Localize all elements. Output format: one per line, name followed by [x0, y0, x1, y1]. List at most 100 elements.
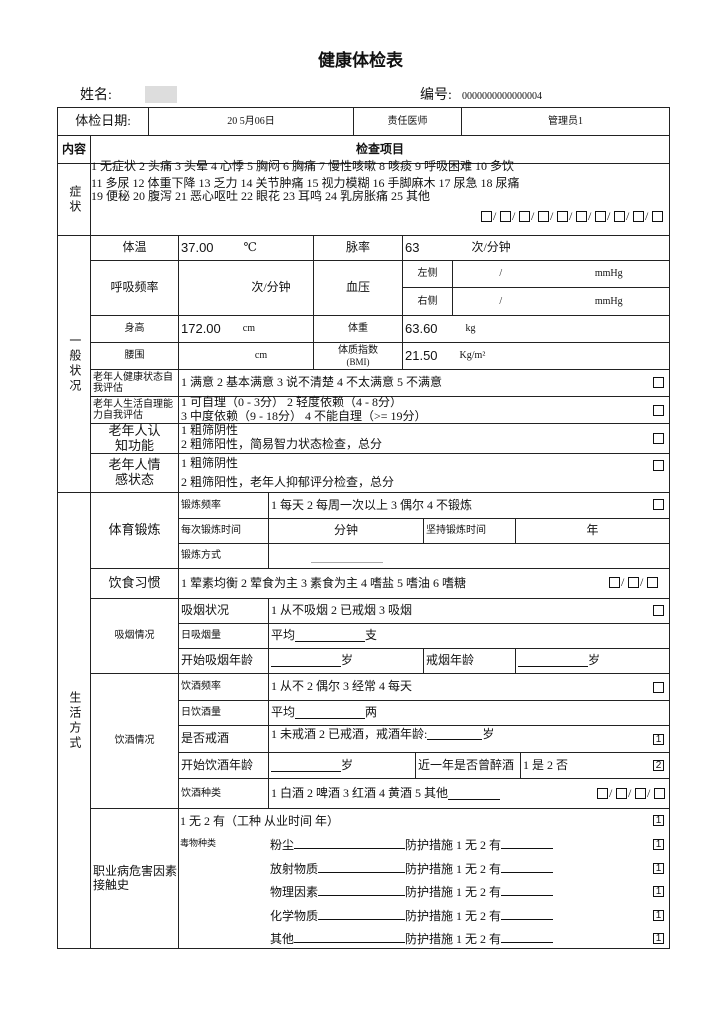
selfcare-label: 老年人生活自理能力自我评估	[90, 396, 179, 424]
method-value[interactable]	[268, 543, 670, 569]
emotion-line: 2 粗筛阳性，老年人抑郁评分检查，总分	[181, 474, 395, 489]
smoke-status-checkbox[interactable]	[653, 605, 664, 616]
drunk-checkbox[interactable]: 2	[653, 760, 664, 771]
emotion-line: 1 粗筛阴性	[181, 455, 239, 470]
bmi-sub: (BMI)	[346, 356, 370, 367]
doctor-label: 责任医师	[353, 107, 462, 136]
drink-start-label: 开始饮酒年龄	[178, 752, 269, 779]
unit: 两	[365, 705, 378, 720]
checkbox[interactable]	[538, 211, 549, 222]
bmi-label: 体质指数 (BMI)	[313, 342, 403, 370]
checkbox[interactable]	[519, 211, 530, 222]
separator: /	[493, 209, 497, 223]
unit: 支	[365, 628, 378, 643]
drink-freq-checkbox[interactable]	[653, 682, 664, 693]
toxin-checkbox[interactable]: 1	[653, 886, 664, 897]
checkbox[interactable]	[500, 211, 511, 222]
cognitive-checkbox[interactable]	[653, 433, 664, 444]
smoke-daily-cell: 平均 支	[268, 623, 670, 649]
general-label: 一般状况	[57, 235, 91, 493]
bmi-value: 21.50	[405, 347, 438, 363]
checkbox[interactable]	[616, 788, 627, 799]
height-label: 身高	[90, 315, 179, 343]
separator: /	[645, 209, 649, 223]
exercise-freq-label: 锻炼频率	[178, 492, 269, 519]
drink-quit-checkbox[interactable]: 1	[653, 734, 664, 745]
drink-label: 饮酒情况	[90, 673, 179, 809]
selfcare-line: 3 中度依赖（9 - 18分） 4 不能自理（>= 19分）	[181, 409, 427, 423]
temp-label: 体温	[90, 235, 179, 261]
cognitive-options: 1 粗筛阴性 2 粗筛阳性，简易智力状态检查，总分	[178, 423, 670, 454]
toxin-checkbox[interactable]: 1	[653, 862, 664, 874]
separator: /	[640, 575, 644, 589]
pulse-cell: 63 次/分钟	[402, 235, 670, 261]
toxin-checkbox[interactable]: 1	[653, 839, 664, 850]
bp-sep: /	[499, 268, 503, 280]
prefix: 平均	[271, 705, 296, 720]
protect-options: 防护措施 1 无 2 有	[405, 932, 502, 946]
toxin-row: 化学物质 防护措施 1 无 2 有	[270, 908, 554, 923]
toxin-label: 毒物种类	[180, 838, 217, 848]
checkbox[interactable]	[614, 211, 625, 222]
smoke-status-options: 1 从不吸烟 2 已戒烟 3 吸烟	[268, 598, 670, 624]
smoke-label: 吸烟情况	[90, 598, 179, 674]
drink-daily-label: 日饮酒量	[178, 700, 269, 726]
checkbox[interactable]	[628, 577, 639, 588]
drink-type-options: 1 白酒 2 啤酒 3 红酒 4 黄酒 5 其他	[271, 785, 449, 800]
checkbox[interactable]	[481, 211, 492, 222]
symptoms-line: 11 多尿 12 体重下降 13 乏力 14 关节肿痛 15 视力模糊 16 手…	[91, 176, 520, 190]
smoke-status-label: 吸烟状况	[178, 598, 269, 624]
drunk-options: 1 是 2 否	[520, 752, 670, 779]
cognitive-line: 1 粗筛阴性	[181, 423, 239, 437]
form-title: 健康体检表	[318, 51, 403, 71]
content-header: 内容	[57, 135, 91, 164]
weight-cell: 63.60 kg	[402, 315, 670, 343]
temp-cell: 37.00 ℃	[178, 235, 314, 261]
drink-quit-options: 1 未戒酒 2 已戒酒，戒酒年龄:	[271, 727, 428, 741]
lifestyle-label: 生活方式	[57, 492, 91, 949]
exam-date-value: 20 5月06日	[148, 107, 354, 136]
checkbox[interactable]	[609, 577, 620, 588]
checkbox[interactable]	[635, 788, 646, 799]
bp-sep: /	[499, 295, 503, 307]
height-cell: 172.00 cm	[178, 315, 314, 343]
checkbox[interactable]	[557, 211, 568, 222]
checkbox[interactable]	[597, 788, 608, 799]
toxin-checkbox[interactable]: 1	[653, 933, 664, 944]
pulse-value: 63	[405, 239, 420, 255]
toxin-checkbox[interactable]: 1	[653, 909, 664, 921]
protect-options: 防护措施 1 无 2 有	[405, 838, 502, 852]
prefix: 平均	[271, 628, 296, 643]
toxin-name: 粉尘	[270, 838, 295, 852]
unit: 岁	[588, 653, 601, 668]
emotion-checkbox[interactable]	[653, 460, 664, 471]
selfcare-checkbox[interactable]	[653, 405, 664, 416]
checkbox[interactable]	[633, 211, 644, 222]
height-value: 172.00	[181, 320, 221, 336]
drunk-label: 近一年是否曾醉酒	[415, 752, 521, 779]
drink-daily-cell: 平均 两	[268, 700, 670, 726]
checkbox[interactable]	[595, 211, 606, 222]
separator: /	[626, 209, 630, 223]
separator: /	[609, 786, 613, 800]
separator: /	[550, 209, 554, 223]
health-checkbox[interactable]	[653, 377, 664, 388]
drink-freq-label: 饮酒频率	[178, 673, 269, 701]
symptoms-line: 19 便秘 20 腹泻 21 恶心呕吐 22 眼花 23 耳鸣 24 乳房胀痛 …	[91, 189, 431, 203]
bp-label: 血压	[313, 260, 403, 316]
doctor-value: 管理员1	[461, 107, 670, 136]
health-label: 老年人健康状态自我评估	[90, 369, 179, 397]
toxin-row: 其他 防护措施 1 无 2 有	[270, 931, 554, 946]
exercise-freq-checkbox[interactable]	[653, 499, 664, 510]
checkbox[interactable]	[654, 788, 665, 799]
toxin-row: 放射物质 防护措施 1 无 2 有	[270, 861, 554, 876]
cognitive-line: 2 粗筛阳性，简易智力状态检查，总分	[181, 436, 383, 451]
occupation-checkbox[interactable]: 1	[653, 815, 664, 826]
checkbox[interactable]	[576, 211, 587, 222]
toxin-name: 其他	[270, 932, 295, 946]
duration-label: 每次锻炼时间	[178, 518, 269, 544]
separator: /	[628, 786, 632, 800]
toxin-name: 化学物质	[270, 908, 319, 923]
checkbox[interactable]	[647, 577, 658, 588]
checkbox[interactable]	[652, 211, 663, 222]
